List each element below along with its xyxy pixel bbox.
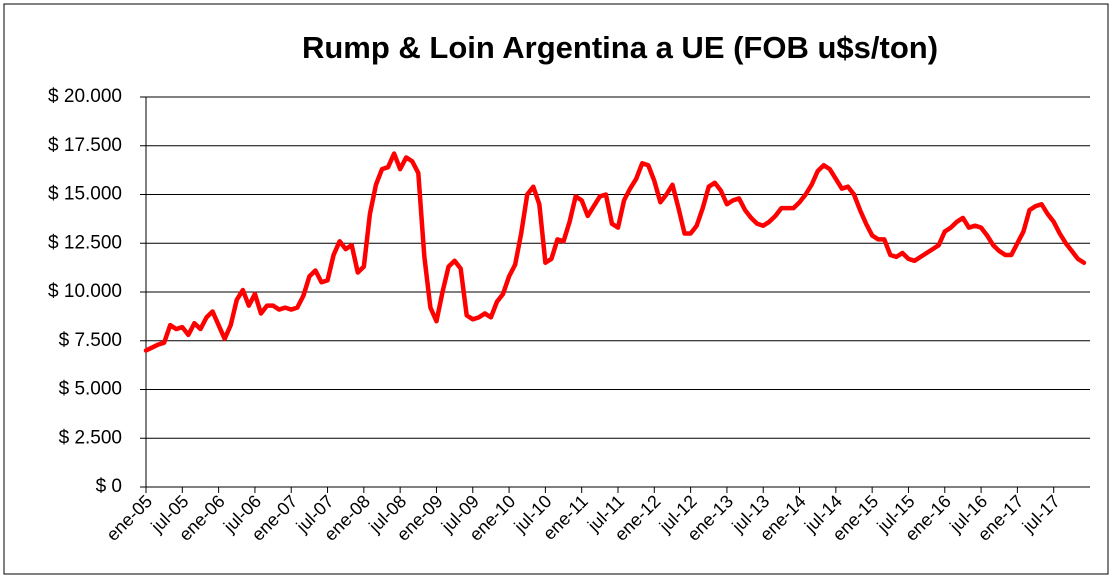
- chart-title: Rump & Loin Argentina a UE (FOB u$s/ton): [302, 30, 938, 65]
- y-tick-label: $ 10.000: [48, 281, 122, 302]
- data-line: [143, 151, 1087, 353]
- y-tick-label: $ 7.500: [59, 330, 122, 351]
- y-tick-label: $ 5.000: [59, 379, 122, 400]
- y-tick-label: $ 2.500: [59, 427, 122, 448]
- y-tick-label: $ 0: [96, 476, 122, 497]
- y-tick-label: $ 17.500: [48, 135, 122, 156]
- y-tick-label: $ 12.500: [48, 232, 122, 253]
- y-tick-label: $ 15.000: [48, 184, 122, 205]
- chart-frame: [3, 3, 1109, 575]
- y-tick-label: $ 20.000: [48, 86, 122, 107]
